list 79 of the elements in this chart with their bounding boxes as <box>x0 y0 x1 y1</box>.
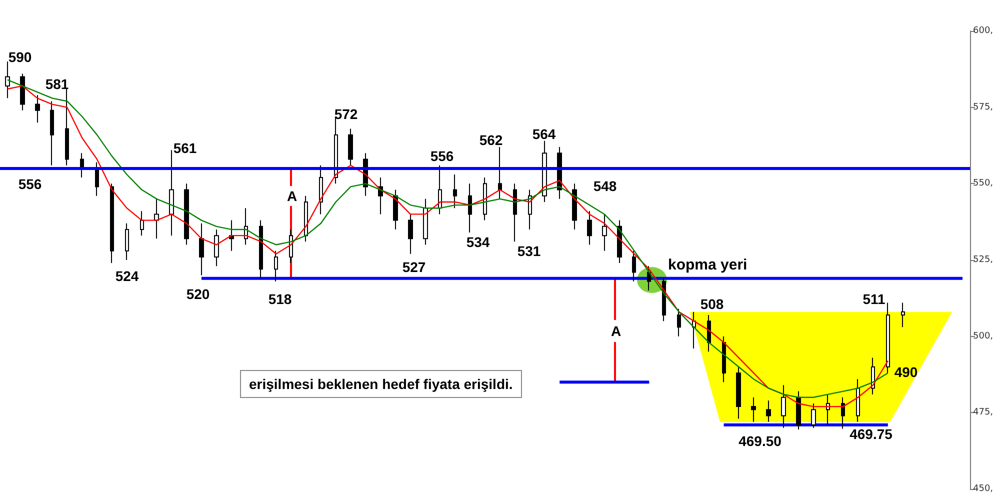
annotation: 527 <box>402 259 426 275</box>
annotation: 556 <box>18 176 42 192</box>
candlestick <box>736 366 741 420</box>
annotation: kopma yeri <box>668 256 748 274</box>
annotation: 531 <box>517 243 541 259</box>
candlestick <box>408 214 413 254</box>
candlestick <box>35 94 40 124</box>
candlestick <box>677 308 681 337</box>
annotation: 520 <box>186 286 210 302</box>
candlestick <box>169 150 174 236</box>
candlestick <box>722 336 726 383</box>
y-tick-label: 500, <box>973 331 994 342</box>
candlestick <box>841 396 845 430</box>
candlestick <box>796 390 801 430</box>
candlestick <box>602 214 607 252</box>
annotation: 590 <box>8 49 32 65</box>
candlestick <box>647 266 651 292</box>
annotation: 564 <box>532 126 556 142</box>
candlestick <box>65 88 69 166</box>
candlestick <box>140 210 144 236</box>
y-tick-label: 575, <box>973 102 994 112</box>
annotation: 469.50 <box>738 433 782 449</box>
candlestick <box>259 220 263 279</box>
candlestick <box>423 198 428 246</box>
candlestick <box>304 195 308 242</box>
annotation: 572 <box>334 106 358 122</box>
candlestick <box>154 198 159 240</box>
candlestick <box>572 183 577 230</box>
annotation: 511 <box>862 291 886 307</box>
y-tick-label: 475, <box>973 408 994 418</box>
candlestick <box>50 100 54 166</box>
candlestick <box>513 183 517 242</box>
candlestick <box>229 220 234 252</box>
annotation: 534 <box>466 234 490 250</box>
candlestick <box>199 222 204 276</box>
candlestick <box>438 164 442 215</box>
candlestick <box>468 183 472 234</box>
annotation: 490 <box>894 364 918 380</box>
candlestick <box>453 174 457 209</box>
candlestick <box>751 396 756 422</box>
annotation: A <box>286 188 298 204</box>
candlestick <box>707 314 711 352</box>
candlestick <box>20 73 25 111</box>
candlestick <box>214 228 219 267</box>
annotation: 556 <box>430 148 454 164</box>
annotation: 518 <box>268 291 292 307</box>
candlestick <box>886 302 890 374</box>
candlestick <box>781 384 786 428</box>
candlestick <box>95 162 99 196</box>
annotation: 508 <box>700 296 724 312</box>
y-tick-label: 550, <box>973 178 994 189</box>
candlestick <box>125 222 129 260</box>
candlestick <box>274 250 278 282</box>
candlestick <box>587 210 592 246</box>
candlestick <box>766 400 771 422</box>
y-tick-label: 600, <box>973 26 994 36</box>
annotation: 562 <box>479 132 503 148</box>
annotation: 548 <box>593 178 617 194</box>
candlestick <box>826 394 830 426</box>
candlestick <box>856 378 860 422</box>
annotation: 561 <box>173 140 197 156</box>
annotation: 469.75 <box>850 426 892 442</box>
candlestick <box>184 183 189 246</box>
y-tick-label: 525, <box>973 255 994 265</box>
annotation: A <box>610 323 622 339</box>
candlestick <box>5 61 10 99</box>
candlestick <box>498 146 502 200</box>
candlestick <box>319 164 323 215</box>
candlestick <box>811 403 816 428</box>
y-tick-label: 450, <box>973 484 994 494</box>
annotation: erişilmesi beklenen hedef fiyata erişildi. <box>240 370 522 398</box>
candlestick <box>348 128 353 166</box>
candlestick <box>901 302 905 328</box>
annotation: 581 <box>45 76 69 92</box>
candlestick <box>393 189 398 230</box>
candlestick <box>632 250 636 282</box>
candlestick <box>483 177 487 221</box>
candlestick <box>110 183 114 264</box>
annotation: 524 <box>115 268 139 284</box>
